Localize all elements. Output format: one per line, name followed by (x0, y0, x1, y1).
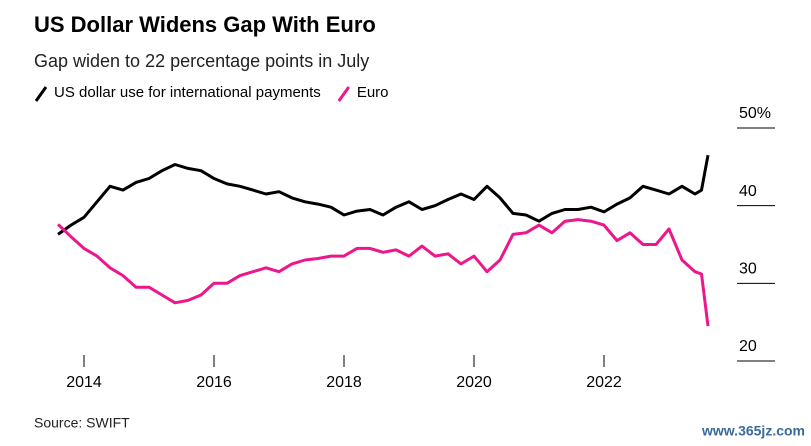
x-tick-label: 2018 (326, 374, 362, 391)
x-tick-label: 2022 (586, 374, 622, 391)
legend-swatch (34, 86, 48, 102)
x-tick-label: 2020 (456, 374, 492, 391)
watermark: www.365jz.com (701, 423, 805, 439)
series-line (57, 154, 710, 236)
series-line (56, 218, 710, 327)
legend-label: US dollar use for international payments (54, 84, 321, 101)
y-tick-label: 30 (739, 261, 757, 278)
x-tick-label: 2014 (66, 374, 102, 391)
x-tick-label: 2016 (196, 374, 232, 391)
y-tick-label: 20 (739, 338, 757, 355)
legend-label: Euro (357, 84, 389, 101)
chart-title: US Dollar Widens Gap With Euro (34, 12, 376, 37)
y-tick-label: 50% (739, 105, 771, 122)
chart-subtitle: Gap widen to 22 percentage points in Jul… (34, 51, 369, 71)
y-tick-label: 40 (739, 183, 757, 200)
legend-swatch (337, 86, 351, 102)
source: Source: SWIFT (34, 415, 130, 431)
